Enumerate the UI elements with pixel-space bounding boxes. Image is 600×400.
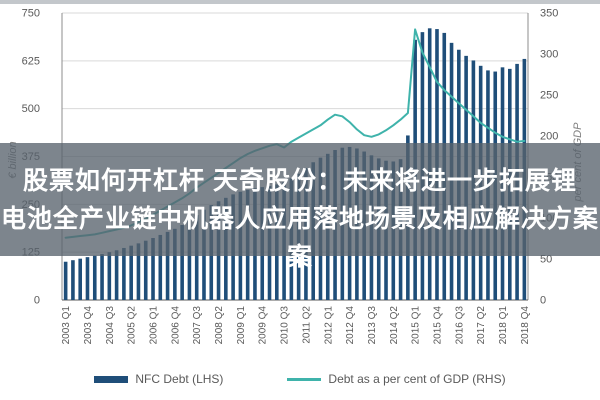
x-axis-tick: 2004 Q3: [105, 306, 116, 345]
watermark-text-line2: 电池全产业链中机器人应用落地场景及相应解决方案: [0, 205, 599, 233]
bar: [78, 258, 83, 300]
right-axis-tick: 0: [540, 295, 546, 307]
watermark-text-line3: 案: [286, 243, 313, 271]
bar: [194, 215, 199, 300]
bar-series-label: NFC Debt (LHS): [135, 372, 224, 386]
bar: [143, 240, 148, 300]
x-axis-tick: 2016 Q3: [454, 306, 465, 345]
x-axis-tick: 2012 Q4: [345, 306, 356, 345]
right-axis-tick: 350: [540, 8, 558, 20]
left-axis-tick: 625: [22, 55, 40, 67]
bar: [114, 250, 119, 300]
x-axis-tick: 2014 Q2: [389, 306, 400, 345]
x-axis-tick: 2005 Q2: [127, 306, 138, 345]
bar: [136, 243, 141, 300]
watermark-overlay: 股票如何开杠杆 天奇股份：未来将进一步拓展锂 电池全产业链中机器人应用落地场景及…: [0, 143, 600, 271]
bar: [63, 261, 68, 300]
line-series-label: Debt as a per cent of GDP (RHS): [328, 372, 506, 386]
bar: [151, 238, 155, 300]
x-axis-tick: 2003 Q4: [83, 306, 94, 345]
page-top-border: [0, 0, 600, 4]
x-axis-tick: 2017 Q2: [476, 306, 487, 345]
right-axis-tick: 50: [540, 254, 552, 266]
x-axis-tick: 2009 Q4: [258, 306, 269, 345]
x-axis-tick: 2018 Q4: [520, 306, 531, 345]
bar: [107, 252, 112, 300]
bar: [180, 224, 184, 300]
x-axis-tick: 2013 Q3: [367, 306, 378, 345]
bar: [92, 255, 97, 300]
x-axis-tick: 2007 Q3: [192, 306, 203, 345]
x-axis-tick: 2010 Q3: [280, 306, 291, 345]
x-axis-tick: 2015 Q4: [432, 306, 443, 345]
x-axis-tick: 2018 Q1: [498, 306, 509, 345]
bar: [165, 231, 170, 300]
legend-item-nfc-debt: NFC Debt (LHS): [94, 372, 223, 386]
left-axis-tick: 500: [22, 103, 40, 115]
bar: [187, 220, 192, 300]
bar: [85, 257, 90, 300]
x-axis-tick: 2006 Q1: [149, 306, 160, 345]
chart-legend: NFC Debt (LHS) Debt as a per cent of GDP…: [0, 372, 600, 386]
x-axis-tick: 2009 Q1: [236, 306, 247, 345]
x-axis-tick: 2006 Q4: [170, 306, 181, 345]
bar: [71, 260, 75, 300]
bar: [100, 254, 104, 300]
right-axis-tick: 200: [540, 131, 558, 143]
x-axis-tick: 2015 Q1: [411, 306, 422, 345]
x-axis-tick: 2008 Q2: [214, 306, 225, 345]
bar: [173, 228, 177, 300]
x-axis-tick: 2012 Q1: [323, 306, 334, 345]
bar: [158, 234, 163, 300]
bar: [129, 245, 133, 300]
legend-item-debt-gdp: Debt as a per cent of GDP (RHS): [287, 372, 506, 386]
right-axis-tick: 250: [540, 90, 558, 102]
left-axis-tick: 0: [34, 295, 40, 307]
line-series-swatch: [287, 377, 322, 381]
bar-series-swatch: [94, 375, 129, 383]
left-axis-tick: 750: [22, 8, 40, 20]
x-axis-tick: 2003 Q1: [61, 306, 72, 345]
x-axis-tick: 2011 Q2: [301, 306, 312, 344]
bar: [122, 247, 126, 300]
right-axis-tick: 300: [540, 49, 558, 61]
watermark-text-line1: 股票如何开杠杆 天奇股份：未来将进一步拓展锂: [23, 167, 577, 195]
